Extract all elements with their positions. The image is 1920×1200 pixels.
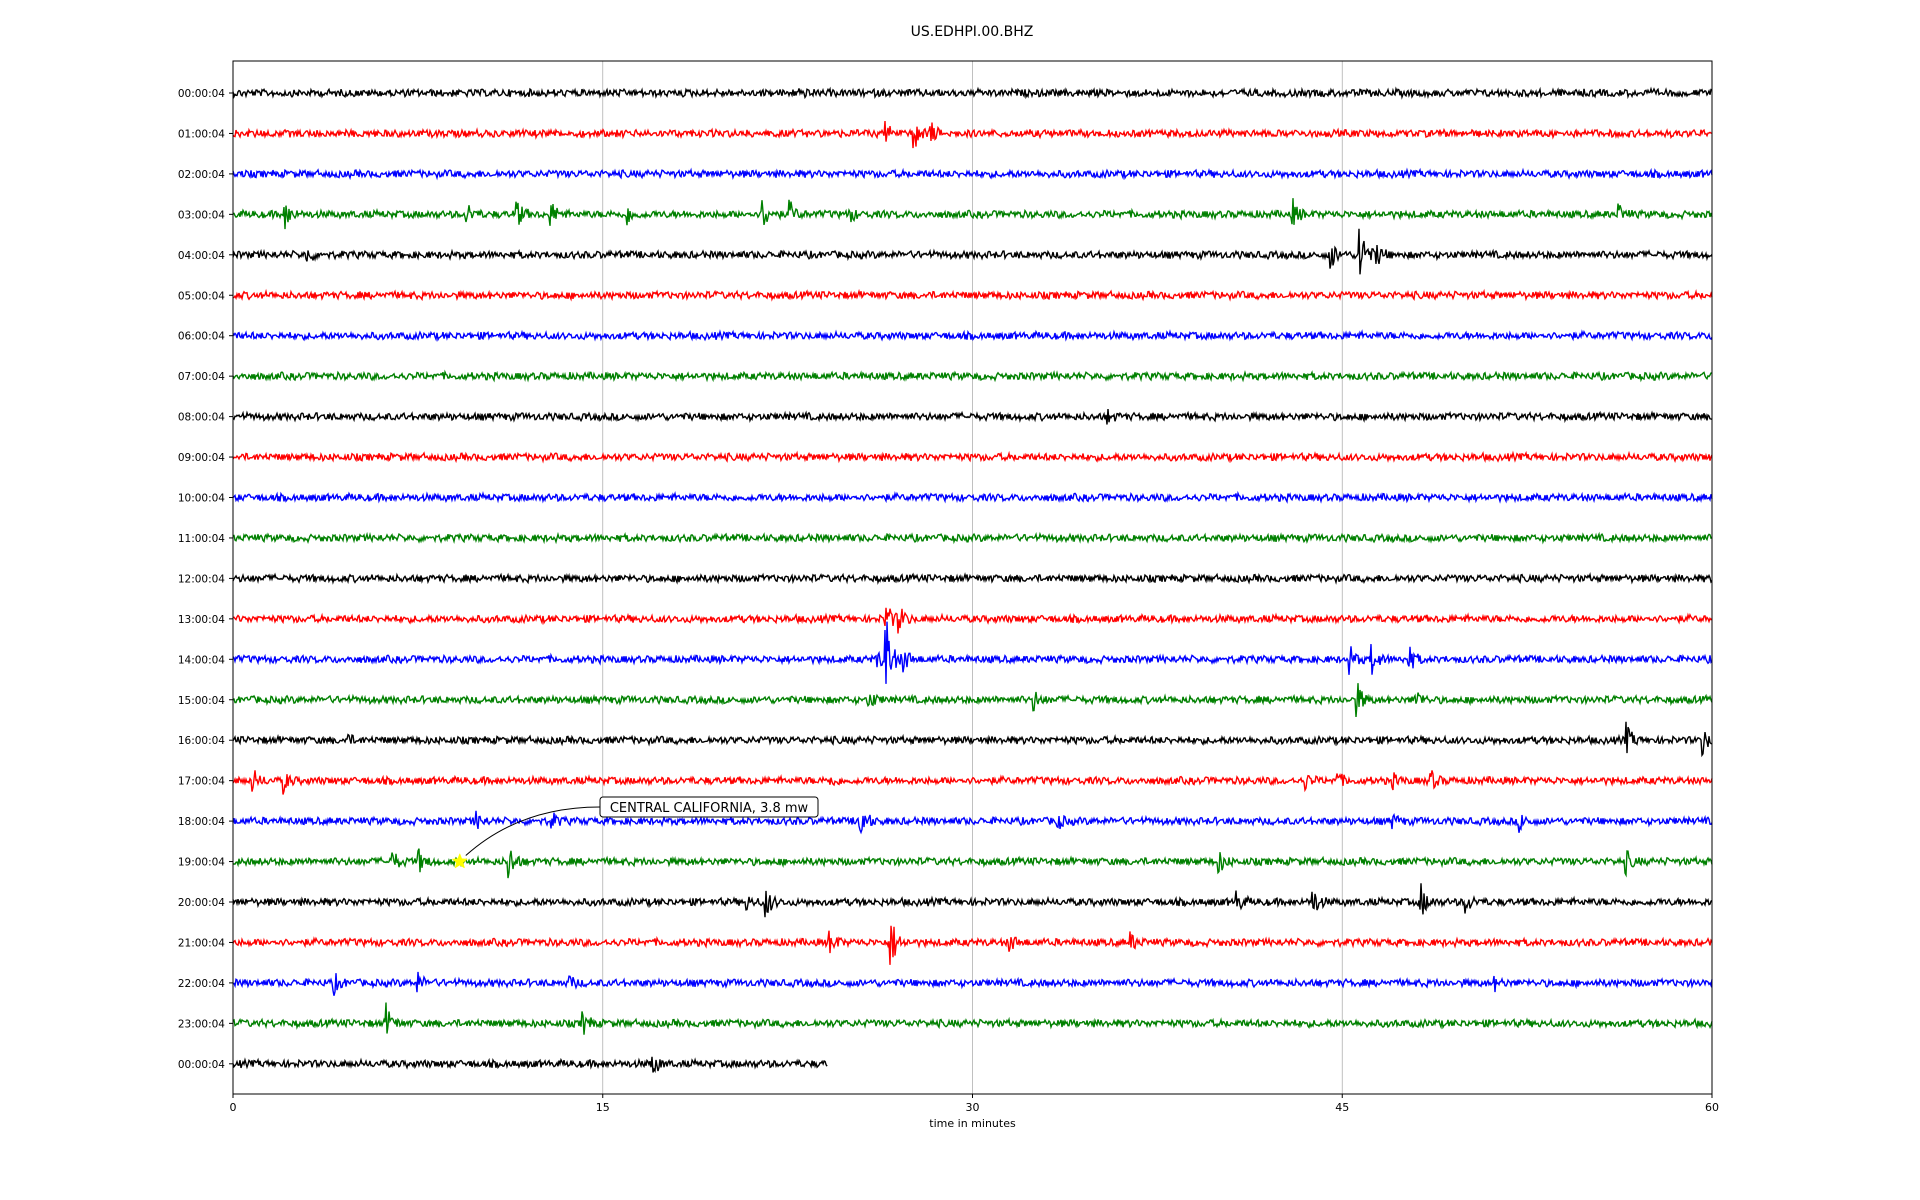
row-label: 20:00:04 — [178, 897, 225, 909]
row-label: 21:00:04 — [178, 937, 225, 949]
trace-line — [232, 1002, 1713, 1035]
trace-line — [232, 450, 1713, 464]
trace-line — [232, 288, 1713, 302]
trace-line — [232, 621, 1713, 684]
trace-line — [232, 770, 1713, 795]
trace-line — [232, 329, 1713, 342]
annotation-arrow — [465, 806, 601, 856]
trace-line — [232, 721, 1713, 758]
x-axis-ticks: 0 15 30 45 60 — [230, 1094, 1719, 1114]
annotation-box — [599, 796, 819, 818]
trace-line — [232, 120, 1713, 149]
row-label: 14:00:04 — [178, 654, 225, 666]
plot-frame — [232, 60, 1713, 1095]
trace-line — [232, 369, 1713, 383]
x-tick-label: 45 — [1335, 1101, 1349, 1114]
trace-line — [232, 198, 1713, 230]
trace-line — [232, 925, 1713, 965]
row-label: 02:00:04 — [178, 169, 225, 181]
row-labels: 00:00:04 01:00:04 02:00:04 03:00:04 04:00:04… — [178, 88, 233, 1071]
row-label: 09:00:04 — [178, 452, 225, 464]
event-star-marker — [451, 852, 469, 869]
trace-line — [232, 490, 1713, 504]
trace-line — [232, 167, 1713, 181]
event-annotation-layer: CENTRAL CALIFORNIA, 3.8 mw — [451, 796, 819, 869]
trace-line — [232, 971, 1713, 996]
row-label: 15:00:04 — [178, 695, 225, 707]
row-label: 23:00:04 — [178, 1018, 225, 1030]
trace-line — [233, 531, 1713, 545]
annotation-text: CENTRAL CALIFORNIA, 3.8 mw — [610, 801, 809, 816]
row-label: 00:00:04 — [178, 88, 225, 100]
trace-layer — [232, 86, 1713, 1074]
row-label: 08:00:04 — [178, 412, 225, 424]
row-label: 19:00:04 — [178, 857, 225, 869]
trace-line — [232, 1056, 828, 1074]
row-label: 11:00:04 — [178, 533, 225, 545]
row-label: 13:00:04 — [178, 614, 225, 626]
trace-line — [232, 571, 1713, 585]
row-label: 01:00:04 — [178, 128, 225, 140]
trace-line — [232, 810, 1713, 835]
x-tick-label: 30 — [966, 1101, 980, 1114]
x-tick-label: 15 — [596, 1101, 610, 1114]
trace-line — [232, 86, 1713, 100]
trace-line — [232, 883, 1713, 918]
trace-line — [232, 683, 1713, 718]
row-label: 06:00:04 — [178, 331, 225, 343]
row-label: 00:00:04 — [178, 1059, 225, 1071]
row-label: 10:00:04 — [178, 493, 225, 505]
x-tick-label: 60 — [1705, 1101, 1719, 1114]
row-label: 04:00:04 — [178, 250, 225, 262]
row-label: 16:00:04 — [178, 735, 225, 747]
row-label: 18:00:04 — [178, 816, 225, 828]
x-tick-label: 0 — [230, 1101, 237, 1114]
trace-line — [232, 848, 1713, 879]
row-label: 12:00:04 — [178, 573, 225, 585]
row-label: 22:00:04 — [178, 978, 225, 990]
row-label: 03:00:04 — [178, 209, 225, 221]
chart-title: US.EDHPI.00.BHZ — [911, 24, 1034, 40]
row-label: 17:00:04 — [178, 776, 225, 788]
trace-line — [232, 228, 1713, 275]
trace-line — [232, 409, 1713, 425]
row-label: 05:00:04 — [178, 290, 225, 302]
row-label: 07:00:04 — [178, 371, 225, 383]
x-axis-label: time in minutes — [929, 1117, 1016, 1130]
trace-line — [232, 607, 1713, 634]
